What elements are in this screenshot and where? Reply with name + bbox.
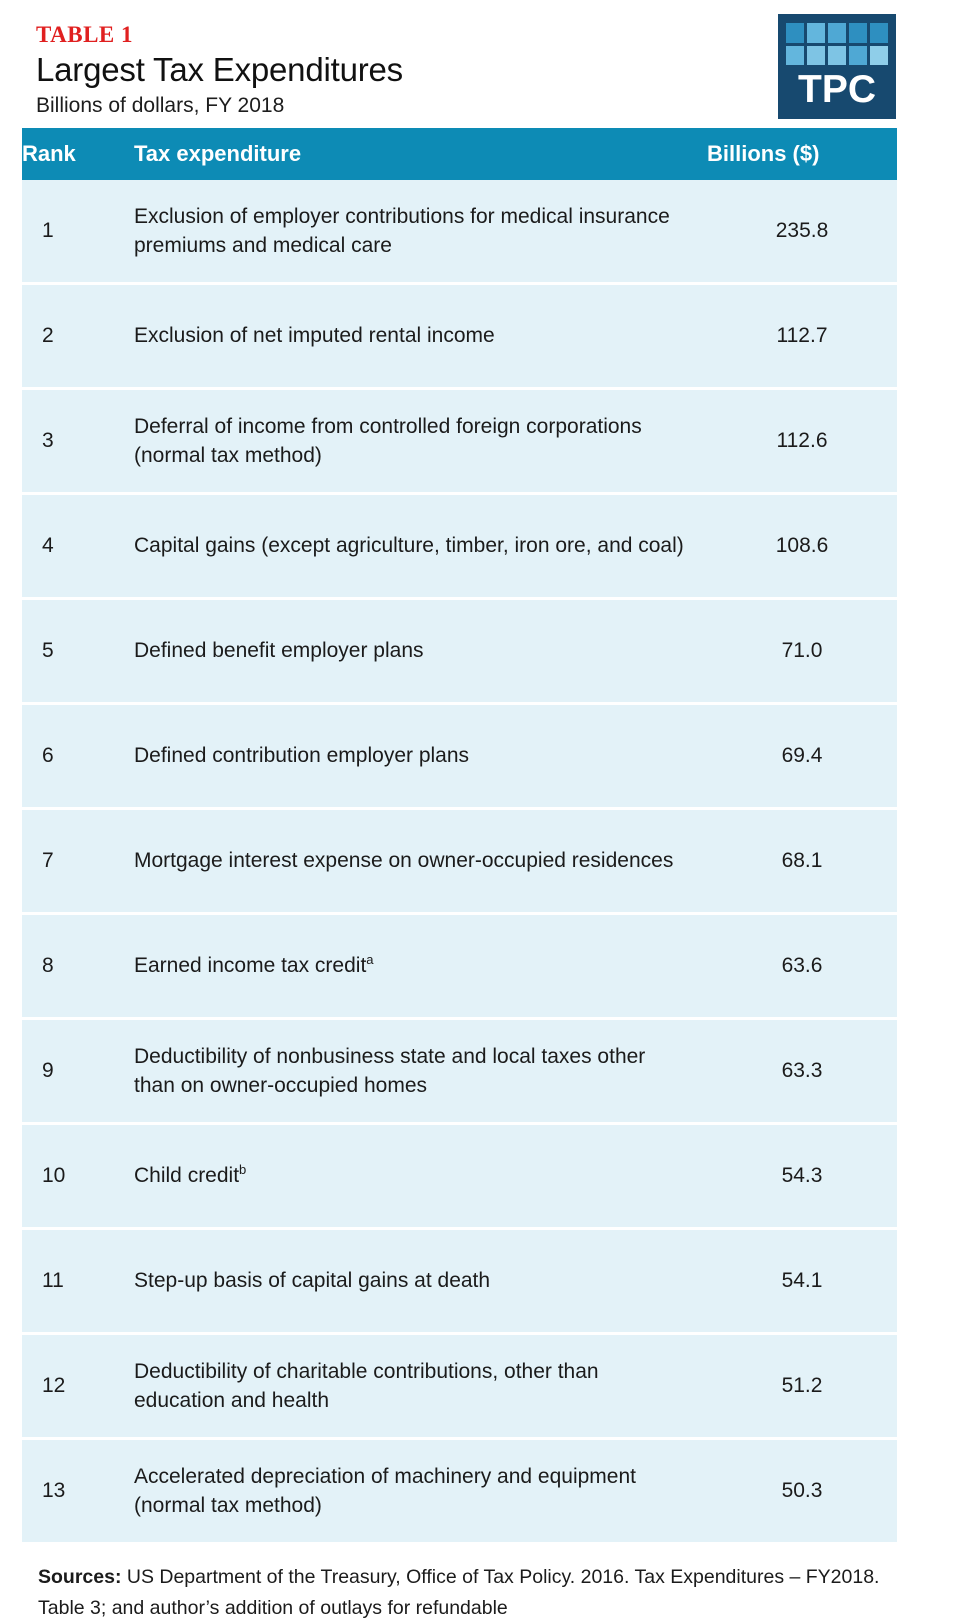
expenditure-text: Accelerated depreciation of machinery an… [134,1464,636,1518]
expenditure-text: Deductibility of nonbusiness state and l… [134,1044,646,1098]
logo-grid-icon [786,23,888,65]
cell-expenditure: Step-up basis of capital gains at death [134,1228,707,1336]
column-header-rank: Rank [22,128,134,181]
table-row: 5 Defined benefit employer plans 71.0 [22,598,897,706]
expenditure-text: Mortgage interest expense on owner-occup… [134,849,674,873]
cell-expenditure: Deductibility of charitable contribution… [134,1333,707,1441]
cell-expenditure: Mortgage interest expense on owner-occup… [134,808,707,916]
cell-rank: 10 [22,1123,134,1231]
cell-value: 69.4 [707,703,897,811]
cell-expenditure: Deferral of income from controlled forei… [134,388,707,496]
page-title: Largest Tax Expenditures [36,51,403,89]
cell-value: 108.6 [707,493,897,601]
expenditure-text: Deferral of income from controlled forei… [134,414,642,468]
cell-rank: 3 [22,388,134,496]
cell-rank: 4 [22,493,134,601]
cell-value: 50.3 [707,1438,897,1546]
cell-value: 54.1 [707,1228,897,1336]
expenditure-text: Step-up basis of capital gains at death [134,1269,491,1293]
table-header-row: Rank Tax expenditure Billions ($) [22,128,897,181]
page-header: TABLE 1 Largest Tax Expenditures Billion… [0,0,956,128]
table-row: 3 Deferral of income from controlled fore… [22,388,897,496]
expenditure-text: Earned income tax credit [134,954,367,978]
cell-rank: 5 [22,598,134,706]
footnote-marker: b [239,1162,247,1178]
column-header-billions: Billions ($) [707,128,897,181]
cell-rank: 6 [22,703,134,811]
tpc-logo: TPC [778,14,896,119]
sources-footnote: Sources: US Department of the Treasury, … [38,1562,906,1624]
expenditure-text: Defined benefit employer plans [134,639,424,663]
expenditure-text: Defined contribution employer plans [134,744,470,768]
cell-value: 63.6 [707,913,897,1021]
logo-text: TPC [798,67,876,111]
footnote-marker: a [366,952,374,968]
table-row: 10 Child creditb 54.3 [22,1123,897,1231]
expenditure-text: Deductibility of charitable contribution… [134,1359,599,1413]
table-row: 11 Step-up basis of capital gains at deat… [22,1228,897,1336]
cell-value: 235.8 [707,180,897,286]
table-row: 12 Deductibility of charitable contributi… [22,1333,897,1441]
table-row: 8 Earned income tax credita 63.6 [22,913,897,1021]
cell-value: 71.0 [707,598,897,706]
cell-rank: 1 [22,180,134,286]
cell-expenditure: Accelerated depreciation of machinery an… [134,1438,707,1546]
column-header-expenditure: Tax expenditure [134,128,707,181]
cell-value: 68.1 [707,808,897,916]
cell-rank: 8 [22,913,134,1021]
table-header: Rank Tax expenditure Billions ($) [22,128,897,181]
cell-rank: 9 [22,1018,134,1126]
expenditure-text: Capital gains (except agriculture, timbe… [134,534,684,558]
table-row: 6 Defined contribution employer plans 69.4 [22,703,897,811]
table-row: 4 Capital gains (except agriculture, timb… [22,493,897,601]
cell-expenditure: Defined contribution employer plans [134,703,707,811]
cell-value: 112.6 [707,388,897,496]
cell-rank: 12 [22,1333,134,1441]
expenditure-text: Exclusion of employer contributions for … [134,204,670,258]
table-row: 2 Exclusion of net imputed rental income 1… [22,283,897,391]
cell-rank: 11 [22,1228,134,1336]
sources-label: Sources: [38,1566,122,1589]
cell-expenditure: Defined benefit employer plans [134,598,707,706]
expenditure-text: Child credit [134,1164,240,1188]
table-body: 1 Exclusion of employer contributions for… [22,180,897,1546]
cell-rank: 2 [22,283,134,391]
cell-expenditure: Exclusion of net imputed rental income [134,283,707,391]
cell-value: 112.7 [707,283,897,391]
cell-rank: 13 [22,1438,134,1546]
page-subtitle: Billions of dollars, FY 2018 [36,94,285,118]
cell-expenditure: Deductibility of nonbusiness state and l… [134,1018,707,1126]
table-row: 7 Mortgage interest expense on owner-occu… [22,808,897,916]
cell-value: 54.3 [707,1123,897,1231]
cell-expenditure: Exclusion of employer contributions for … [134,180,707,286]
cell-expenditure: Child creditb [134,1123,707,1231]
cell-value: 51.2 [707,1333,897,1441]
table-row: 1 Exclusion of employer contributions for… [22,180,897,286]
expenditures-table: Rank Tax expenditure Billions ($) 1 Exclu… [22,128,897,1546]
sources-text: US Department of the Treasury, Office of… [38,1566,880,1620]
table-row: 13 Accelerated depreciation of machinery … [22,1438,897,1546]
table-label: TABLE 1 [36,22,134,47]
cell-expenditure: Capital gains (except agriculture, timbe… [134,493,707,601]
cell-expenditure: Earned income tax credita [134,913,707,1021]
expenditure-text: Exclusion of net imputed rental income [134,324,495,348]
expenditures-table-container: Rank Tax expenditure Billions ($) 1 Exclu… [22,128,897,1546]
cell-rank: 7 [22,808,134,916]
table-row: 9 Deductibility of nonbusiness state and … [22,1018,897,1126]
cell-value: 63.3 [707,1018,897,1126]
